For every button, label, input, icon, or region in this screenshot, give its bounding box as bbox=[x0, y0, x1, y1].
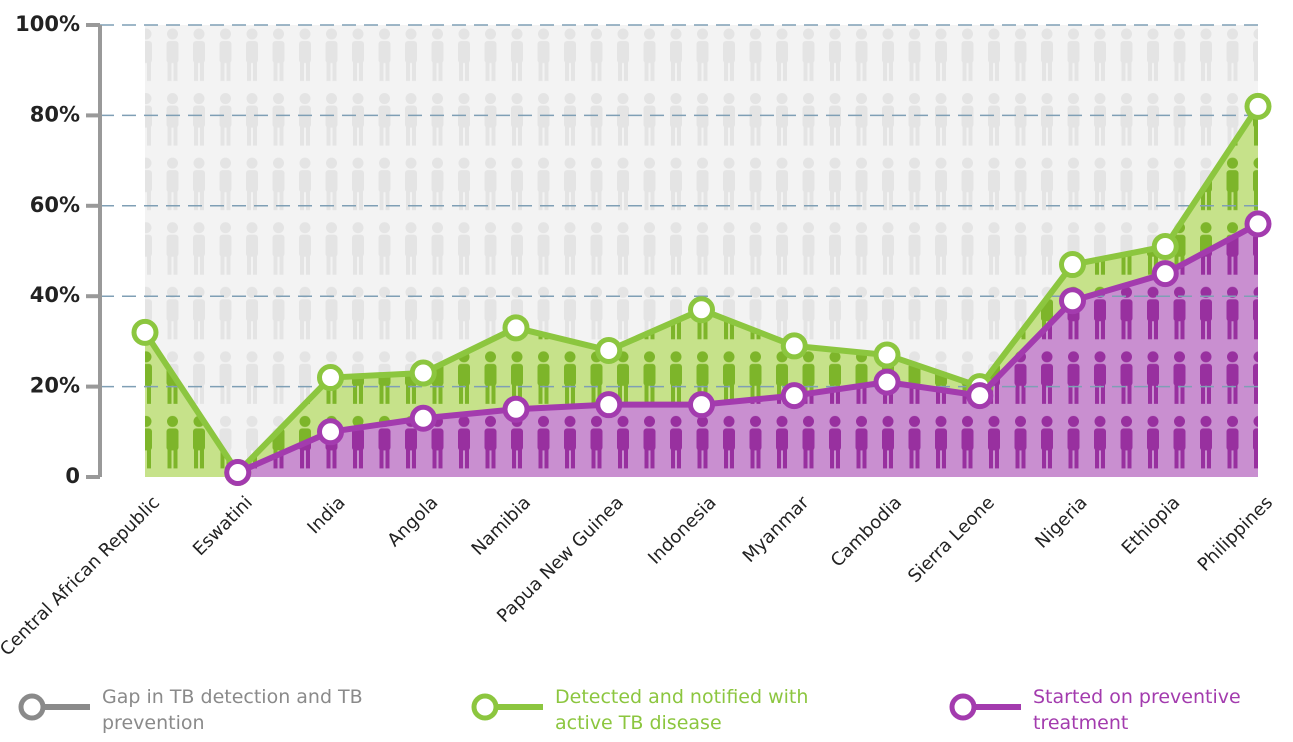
point bbox=[876, 371, 898, 393]
point bbox=[1247, 213, 1269, 235]
x-tick-label: Central African Republic bbox=[0, 492, 164, 660]
x-tick-label: Nigeria bbox=[1031, 492, 1091, 552]
point bbox=[691, 394, 713, 416]
legend: Gap in TB detection and TB prevention Det… bbox=[0, 684, 1293, 742]
x-tick-label: Indonesia bbox=[644, 492, 720, 568]
point bbox=[1154, 263, 1176, 285]
point bbox=[134, 321, 156, 343]
point bbox=[876, 344, 898, 366]
legend-label: Started on preventive treatment bbox=[1033, 684, 1293, 736]
y-tick-label: 20% bbox=[30, 374, 80, 398]
x-tick-label: Sierra Leone bbox=[904, 492, 999, 587]
point bbox=[1247, 95, 1269, 117]
point bbox=[227, 461, 249, 483]
y-tick-label: 100% bbox=[15, 12, 80, 36]
legend-swatch bbox=[943, 692, 1023, 722]
x-tick-label: India bbox=[303, 492, 349, 538]
legend-label: Detected and notified with active TB dis… bbox=[555, 684, 855, 736]
x-tick-label: Myanmar bbox=[739, 492, 814, 567]
legend-entry: Gap in TB detection and TB prevention bbox=[12, 684, 402, 736]
legend-label: Gap in TB detection and TB prevention bbox=[102, 684, 402, 736]
page: {"chart_data": {"type": "line", "categor… bbox=[0, 0, 1293, 742]
x-tick-label: Cambodia bbox=[827, 492, 906, 571]
x-tick-label: Namibia bbox=[468, 492, 536, 560]
point bbox=[598, 339, 620, 361]
x-tick-label: Philippines bbox=[1194, 492, 1277, 575]
point bbox=[1062, 290, 1084, 312]
legend-swatch bbox=[465, 692, 545, 722]
legend-swatch bbox=[12, 692, 92, 722]
point bbox=[320, 367, 342, 389]
point bbox=[783, 335, 805, 357]
y-tick-label: 60% bbox=[30, 193, 80, 217]
y-tick-label: 40% bbox=[30, 283, 80, 307]
legend-entry: Detected and notified with active TB dis… bbox=[465, 684, 855, 736]
point bbox=[505, 317, 527, 339]
legend-marker bbox=[474, 696, 496, 718]
point bbox=[691, 299, 713, 321]
point bbox=[505, 398, 527, 420]
point bbox=[1062, 254, 1084, 276]
legend-entry: Started on preventive treatment bbox=[943, 684, 1293, 736]
point bbox=[412, 407, 434, 429]
legend-marker bbox=[952, 696, 974, 718]
x-tick-label: Angola bbox=[383, 492, 442, 551]
point bbox=[598, 394, 620, 416]
y-tick-label: 0 bbox=[65, 464, 80, 488]
point bbox=[969, 385, 991, 407]
point bbox=[320, 421, 342, 443]
y-tick-label: 80% bbox=[30, 102, 80, 126]
x-tick-label: Ethiopia bbox=[1118, 492, 1185, 559]
point bbox=[1154, 235, 1176, 257]
legend-marker bbox=[21, 696, 43, 718]
point bbox=[783, 385, 805, 407]
x-tick-label: Eswatini bbox=[189, 492, 257, 560]
chart: 0 20% 40% 60% 80% 100% Central African Republi… bbox=[0, 0, 1293, 680]
point bbox=[412, 362, 434, 384]
